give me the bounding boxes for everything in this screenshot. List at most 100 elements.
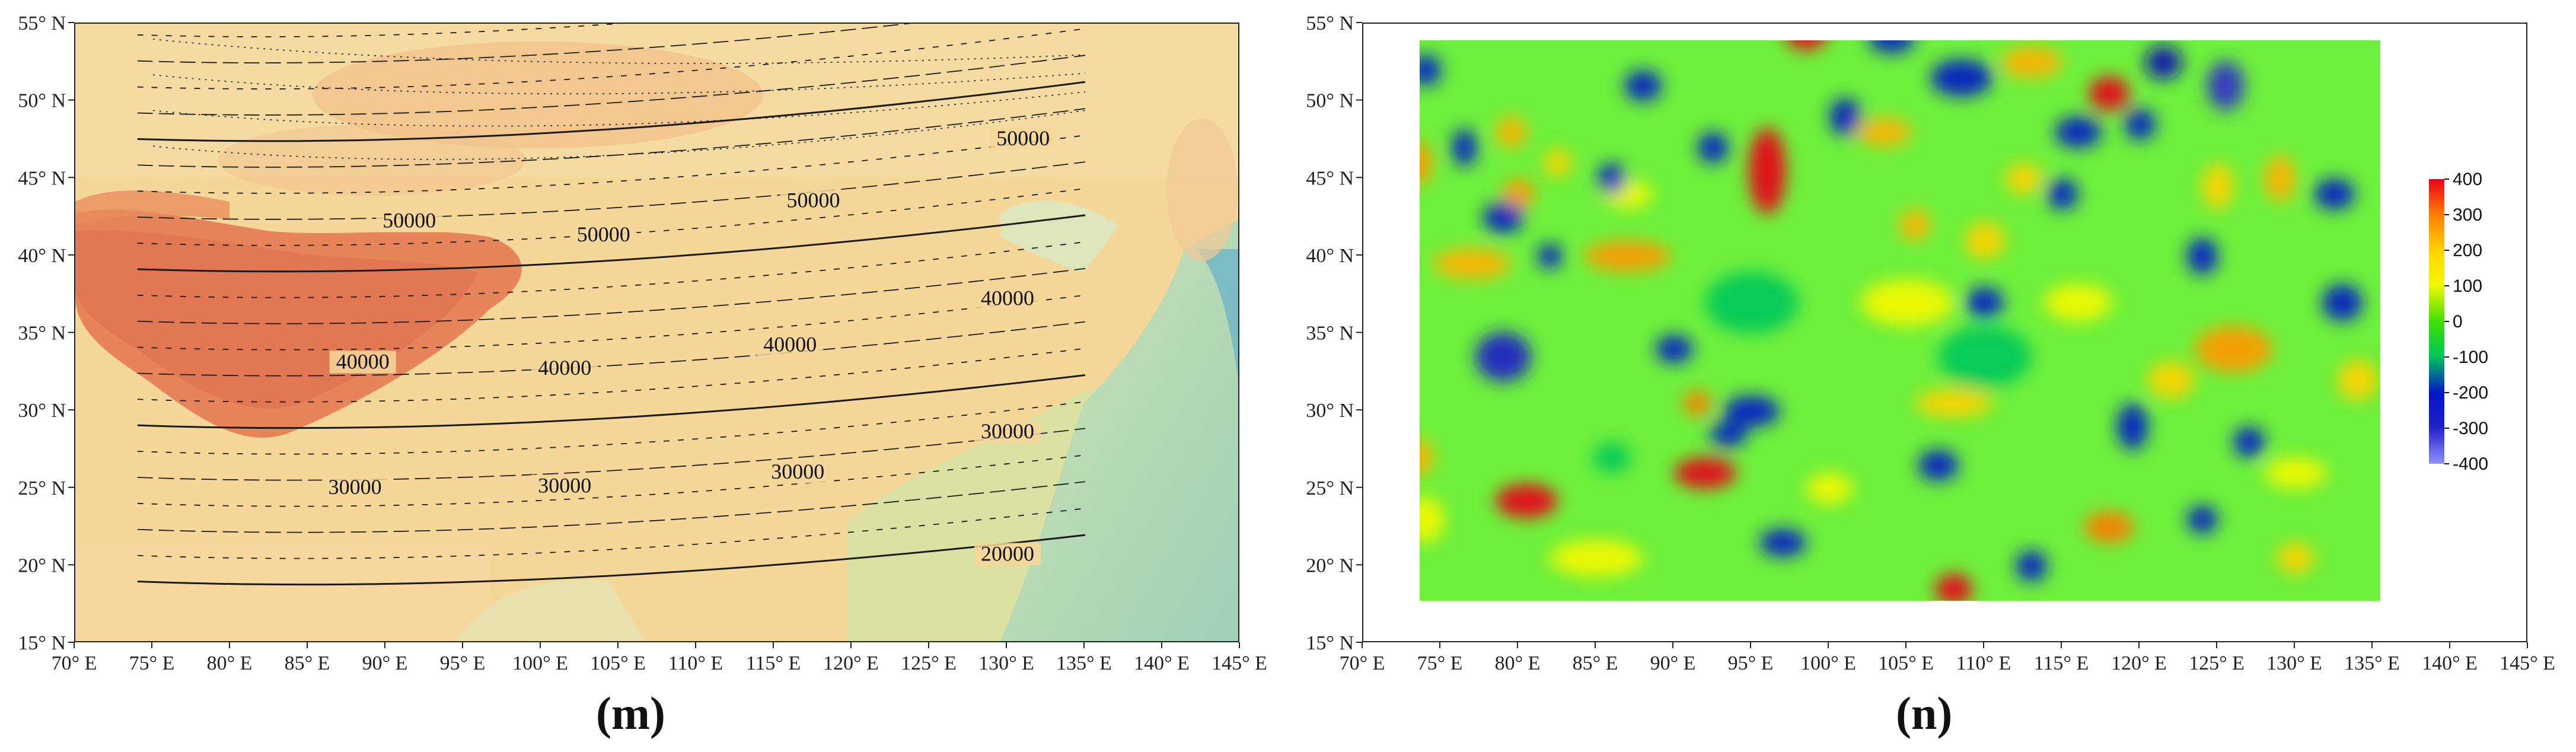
y-tick-label: 25° N: [18, 477, 66, 499]
contour-label-bg: [764, 460, 831, 483]
anomaly-blob: [2054, 116, 2102, 148]
x-tick-label: 115° E: [746, 652, 801, 674]
anomaly-blob: [1683, 391, 1711, 416]
anomaly-blob: [1584, 240, 1671, 272]
anomaly-blob: [2144, 45, 2182, 80]
contour-label-bg: [757, 333, 824, 356]
anomaly-blob: [2277, 543, 2314, 574]
anomaly-blob: [2322, 283, 2363, 321]
minor-contour-line: [137, 161, 1086, 220]
anomaly-blob: [2116, 403, 2148, 450]
anomaly-blob: [1915, 389, 1993, 418]
major-contour-line: [137, 81, 1086, 142]
y-tick-label: 30° N: [18, 400, 66, 422]
minor-contour-line: [137, 428, 1086, 481]
anomaly-blob: [1655, 335, 1693, 364]
x-tick-label: 105° E: [1878, 652, 1934, 674]
contour-label-bg: [990, 128, 1057, 151]
anomaly-blob: [1550, 539, 1643, 577]
x-tick-label: 125° E: [2189, 652, 2245, 674]
colorbar-tick-label: 300: [2453, 205, 2482, 225]
anomaly-blob: [1598, 163, 1626, 195]
minor-contour-line: [137, 108, 1086, 168]
y-tick-label: 45° N: [18, 167, 66, 189]
anomaly-blob: [2337, 359, 2378, 400]
minor-contour-line: [137, 454, 1086, 507]
y-tick-label: 35° N: [18, 323, 66, 345]
x-tick-label: 100° E: [512, 652, 568, 674]
anomaly-blob: [2043, 283, 2112, 321]
x-tick-label: 140° E: [1134, 652, 1190, 674]
contour-label: 20000: [981, 541, 1034, 565]
x-tick-label: 130° E: [2266, 652, 2322, 674]
anomaly-blob: [2089, 76, 2129, 111]
contour-label: 50000: [996, 126, 1050, 150]
anomaly-blob: [2186, 237, 2218, 275]
y-tick-label: 40° N: [18, 245, 66, 267]
x-tick-label: 95° E: [1728, 652, 1774, 674]
terrain-tarim: [218, 125, 526, 196]
y-tick-label: 35° N: [1306, 323, 1354, 345]
anomaly-blob: [1495, 483, 1558, 518]
anomaly-blob: [1420, 55, 1441, 86]
anomaly-blob: [2124, 109, 2156, 140]
x-tick-label: 135° E: [1056, 652, 1112, 674]
minor-contour-line: [137, 508, 1086, 559]
terrain-tianshan: [75, 190, 229, 225]
contour-label-bg: [974, 287, 1041, 310]
panel-label-n: (n): [1896, 687, 1953, 739]
anomaly-blob: [2264, 457, 2327, 489]
colorbar-ticks: 400 300 200 100 0 -100 -200 -300 -400: [2444, 170, 2488, 474]
x-tick-label: 70° E: [1340, 652, 1385, 674]
x-tick-label: 115° E: [2034, 652, 2089, 674]
terrain-map-svg: 50000 50000 50000 50000 40000 40000 40000 40000…: [75, 24, 1238, 641]
terrain-map: 50000 50000 50000 50000 40000 40000 40000 40000…: [74, 23, 1239, 642]
anomaly-blobs: [1420, 40, 2378, 601]
anomaly-blob: [1930, 59, 1993, 97]
anomaly-blob: [1433, 248, 1511, 280]
anomaly-blob: [1420, 439, 1433, 476]
x-tick-label: 90° E: [362, 652, 408, 674]
colorbar: [2429, 179, 2444, 464]
colorbar-tick-label: 200: [2453, 241, 2482, 260]
x-tick-label: 80° E: [1495, 652, 1541, 674]
anomaly-blob: [1543, 149, 1572, 177]
anomaly-blob: [2233, 426, 2265, 458]
anomaly-blob: [2194, 326, 2272, 372]
anomaly-blob: [2000, 47, 2062, 78]
anomaly-blob: [1759, 528, 1806, 557]
major-contour-line: [137, 534, 1086, 586]
anomaly-map: [1362, 23, 2527, 642]
contour-label-bg: [780, 189, 847, 212]
contour-label-bg: [376, 209, 443, 232]
contour-label-bg: [531, 474, 598, 498]
x-tick-label: 110° E: [668, 652, 723, 674]
anomaly-blob: [1856, 118, 1912, 146]
x-tick-label: 100° E: [1800, 652, 1856, 674]
anomaly-blob: [2005, 163, 2042, 195]
x-tick-label: 85° E: [285, 652, 330, 674]
anomaly-blob: [1829, 98, 1861, 136]
anomaly-blob: [1452, 129, 1477, 167]
anomaly-blob: [1899, 209, 1931, 241]
contour-label-bg: [974, 420, 1041, 443]
anomaly-blob: [1710, 422, 1748, 447]
y-tick-label: 20° N: [1306, 555, 1354, 576]
anomaly-map-svg: [1363, 24, 2526, 641]
y-tick-label: 15° N: [1306, 632, 1354, 654]
contour-label: 50000: [577, 222, 630, 246]
anomaly-blob: [1475, 332, 1531, 382]
x-tick-label: 85° E: [1573, 652, 1618, 674]
colorbar-tick-label: 0: [2453, 312, 2463, 332]
anomaly-blob: [1868, 40, 1915, 53]
anomaly-blob: [1787, 40, 1825, 50]
x-tick-label: 75° E: [129, 652, 175, 674]
contour-label-bg: [321, 476, 388, 499]
anomaly-blob: [2314, 179, 2355, 210]
anomaly-blob: [2264, 155, 2296, 202]
x-tick-label: 120° E: [2111, 652, 2167, 674]
anomaly-blob: [1935, 573, 1973, 601]
contour-label: 30000: [538, 473, 591, 497]
terrain-bengal: [455, 580, 645, 641]
panel-n: 400 300 200 100 0 -100 -200 -300 -400 70° E 75° E…: [1288, 0, 2576, 752]
